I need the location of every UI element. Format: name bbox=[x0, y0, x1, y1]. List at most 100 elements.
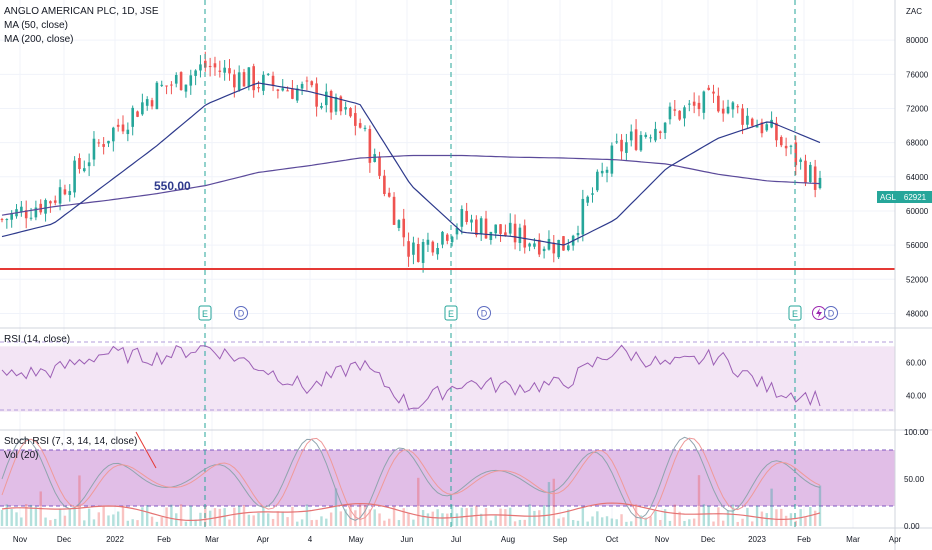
candle-body bbox=[508, 222, 512, 234]
time-tick-label: Dec bbox=[57, 535, 71, 544]
candle-body bbox=[605, 169, 609, 173]
candle-body bbox=[363, 127, 367, 129]
candle-body bbox=[513, 223, 517, 243]
ma50-legend[interactable]: MA (50, close) bbox=[4, 20, 68, 31]
candle-body bbox=[629, 131, 633, 141]
volume-bar bbox=[804, 517, 807, 526]
rsi-band bbox=[0, 346, 895, 412]
candle-body bbox=[87, 162, 91, 167]
volume-bar bbox=[276, 511, 280, 526]
earnings-marker-3[interactable]: E bbox=[788, 305, 802, 321]
candle-body bbox=[639, 135, 643, 151]
dividend-marker-2[interactable]: D bbox=[477, 306, 491, 320]
candle-body bbox=[489, 231, 493, 241]
dividend-marker-1[interactable]: D bbox=[234, 306, 248, 320]
volume-bar bbox=[131, 519, 134, 526]
svg-text:D: D bbox=[238, 309, 245, 319]
volume-bar bbox=[707, 505, 710, 526]
volume-bar bbox=[760, 511, 764, 526]
volume-bar bbox=[426, 513, 430, 526]
ma200-legend[interactable]: MA (200, close) bbox=[4, 34, 74, 45]
volume-bar bbox=[179, 504, 183, 526]
volume-bar bbox=[775, 509, 778, 526]
candle-body bbox=[247, 67, 251, 87]
candle-body bbox=[131, 107, 134, 127]
stoch-legend[interactable]: Stoch RSI (7, 3, 14, 14, close) bbox=[4, 436, 138, 447]
candle-body bbox=[615, 141, 619, 143]
candle-body bbox=[233, 74, 236, 88]
dividend-marker-3[interactable]: D bbox=[824, 306, 838, 320]
candle-body bbox=[223, 67, 226, 73]
volume-bar bbox=[184, 521, 188, 526]
volume-bar bbox=[717, 507, 720, 526]
candle-body bbox=[692, 101, 696, 106]
volume-bar bbox=[649, 516, 652, 526]
volume-bar bbox=[465, 508, 468, 526]
candle-body bbox=[126, 129, 130, 135]
time-tick-label: Jul bbox=[451, 535, 461, 544]
candle-body bbox=[237, 72, 241, 90]
volume-legend[interactable]: Vol (20) bbox=[4, 450, 39, 461]
price-tick-label: 72000 bbox=[906, 104, 929, 113]
earnings-marker-1[interactable]: E bbox=[198, 305, 212, 321]
volume-bar bbox=[116, 511, 120, 526]
candle-body bbox=[160, 84, 164, 86]
candle-body bbox=[107, 140, 110, 144]
volume-bar bbox=[300, 519, 304, 526]
symbol-title: ANGLO AMERICAN PLC, 1D, JSE bbox=[4, 6, 159, 17]
stoch-trend-annotation bbox=[135, 431, 157, 469]
volume-bar bbox=[378, 513, 381, 526]
candle-body bbox=[208, 65, 212, 68]
rsi-legend[interactable]: RSI (14, close) bbox=[4, 334, 71, 345]
split-event-icon[interactable] bbox=[812, 306, 826, 320]
volume-bar bbox=[189, 505, 192, 526]
volume-bar bbox=[247, 514, 251, 526]
candle-body bbox=[460, 209, 464, 227]
volume-bar bbox=[784, 515, 788, 526]
time-tick-label: 4 bbox=[308, 535, 313, 544]
candle-body bbox=[755, 125, 759, 128]
candle-body bbox=[431, 241, 435, 253]
volume-bar bbox=[20, 517, 23, 526]
volume-bar bbox=[160, 517, 163, 526]
candle-body bbox=[242, 72, 246, 87]
candle-body bbox=[746, 115, 749, 125]
candle-body bbox=[53, 200, 57, 203]
volume-bar bbox=[291, 506, 294, 526]
candle-body bbox=[784, 145, 788, 149]
volume-bar bbox=[0, 509, 4, 526]
earnings-marker-2[interactable]: E bbox=[444, 305, 458, 321]
volume-bar bbox=[523, 519, 526, 526]
time-tick-label: Nov bbox=[655, 535, 669, 544]
candle-body bbox=[102, 144, 105, 147]
candle-body bbox=[334, 96, 338, 112]
volume-bar bbox=[751, 521, 754, 526]
candle-body bbox=[329, 90, 333, 113]
candle-body bbox=[10, 213, 13, 220]
candle-body bbox=[291, 88, 294, 99]
volume-bar bbox=[73, 507, 76, 526]
candle-body bbox=[576, 232, 580, 236]
volume-bar bbox=[10, 509, 13, 526]
volume-bar bbox=[630, 521, 633, 526]
volume-bar bbox=[639, 515, 643, 526]
volume-bar bbox=[412, 519, 415, 526]
volume-bar bbox=[567, 509, 570, 526]
candle-body bbox=[581, 198, 585, 235]
candle-body bbox=[562, 236, 565, 251]
candle-body bbox=[658, 131, 662, 134]
candle-body bbox=[34, 207, 38, 218]
time-tick-label: 2023 bbox=[748, 535, 766, 544]
candle-body bbox=[591, 193, 594, 195]
volume-bar bbox=[479, 513, 483, 526]
time-tick-label: Mar bbox=[846, 535, 860, 544]
svg-text:E: E bbox=[792, 309, 798, 319]
volume-bar bbox=[354, 510, 357, 526]
candle-body bbox=[407, 241, 410, 257]
volume-bar bbox=[552, 478, 555, 526]
volume-bar bbox=[296, 521, 299, 526]
candle-body bbox=[712, 91, 715, 94]
candle-body bbox=[165, 85, 168, 87]
volume-bar bbox=[141, 507, 144, 526]
